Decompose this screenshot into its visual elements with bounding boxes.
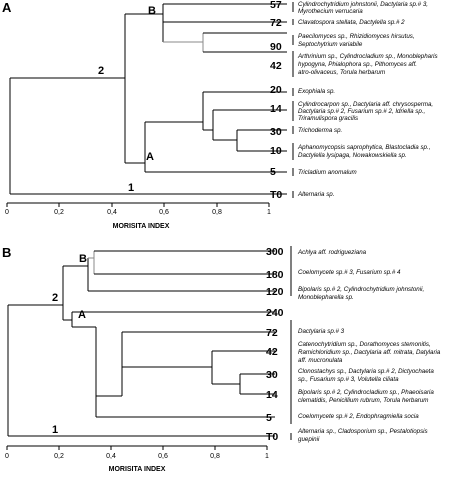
a-species-90-line2: Septochytrium variabile <box>298 41 363 48</box>
a-tick-label-0: 0 <box>5 209 9 216</box>
a-tick-label-3: 0,6 <box>159 209 169 216</box>
b-species-120-line1: Bipolaris sp.# 2, Cylindrochytridium joh… <box>298 286 424 293</box>
b-tick-label-0: 0 <box>5 453 9 460</box>
b-species-72-line1: Dactylaria sp.# 3 <box>298 328 345 335</box>
a-tick-label-5: 1 <box>267 209 271 216</box>
b-species-42-line3: aff. mucronulata <box>298 357 343 364</box>
a-sample-t0: T0 <box>270 189 282 201</box>
panel-a-sample-labels: 57 72 90 42 20 14 30 10 5 T0 <box>270 0 282 201</box>
b-species-t0-line1: Alternaria sp., Cladosporium sp., Pestal… <box>297 428 428 435</box>
a-cluster-label-a: A <box>146 151 154 163</box>
b-sample-t0: T0 <box>266 431 278 443</box>
b-cluster-label-2: 2 <box>52 292 58 304</box>
a-cluster-label-2: 2 <box>98 65 104 77</box>
a-species-90-line1: Paecilomyces sp., Rhizidiomyces hirsutus… <box>298 33 415 40</box>
a-species-14-line1: Cylindrocarpon sp., Dactylaria aff. chry… <box>298 101 433 108</box>
a-sample-90: 90 <box>270 41 282 53</box>
b-species-t0-line2: guepinii <box>298 436 320 443</box>
a-tick-label-1: 0,2 <box>54 209 64 216</box>
a-species-42-line3: atro-olivaceus, Torula herbarum <box>298 69 385 76</box>
b-species-300-line1: Achlya aff. rodrigueziana <box>297 249 367 256</box>
b-axis-title: MORISITA INDEX <box>109 466 166 473</box>
panel-b-label: B <box>2 245 11 260</box>
b-sample-5: 5 <box>266 412 272 424</box>
a-species-14-line3: Triramulispora gracilis <box>298 115 358 122</box>
panel-a-branches <box>9 3 287 195</box>
panel-b-branches <box>7 250 275 437</box>
b-sample-14: 14 <box>266 389 278 401</box>
b-sample-240: 240 <box>266 307 284 319</box>
b-cluster-label-b: B <box>79 253 87 265</box>
b-cluster-label-a: A <box>78 309 86 321</box>
a-species-30-line1: Trichoderma sp. <box>298 127 342 134</box>
b-tick-label-4: 0,8 <box>210 453 220 460</box>
b-species-120-line2: Monoblepharella sp. <box>298 294 354 301</box>
panel-b: B <box>2 245 441 473</box>
a-sample-57: 57 <box>270 0 282 11</box>
a-species-10-line2: Dactylella lysipaga, Nowakowskiella sp. <box>298 152 407 159</box>
a-sample-42: 42 <box>270 60 282 72</box>
b-sample-300: 300 <box>266 246 284 258</box>
b-species-14-line1: Bipolaris sp.# 2, Cylindrocladium sp., P… <box>298 389 434 396</box>
panel-a: A <box>2 0 438 230</box>
panel-a-label: A <box>2 0 12 15</box>
a-sample-5: 5 <box>270 166 276 178</box>
a-species-57-line1: Cylindrochytridium johnstonii, Dactylari… <box>298 1 428 8</box>
a-tick-label-4: 0,8 <box>212 209 222 216</box>
a-sample-10: 10 <box>270 145 282 157</box>
b-species-30-line2: sp., Fusarium sp.# 3, Volutella ciliata <box>298 376 399 383</box>
b-species-42-line1: Catenochytridium sp., Dorathomyces stemo… <box>298 341 431 348</box>
a-species-57-line2: Myrothecium verrucaria <box>298 8 363 15</box>
b-cluster-label-1: 1 <box>52 424 58 436</box>
b-sample-30: 30 <box>266 369 278 381</box>
a-sample-14: 14 <box>270 103 282 115</box>
a-sample-30: 30 <box>270 126 282 138</box>
b-species-42-line2: Ramichloridium sp., Dactylaria aff. mitr… <box>298 349 441 356</box>
b-tick-label-5: 1 <box>265 453 269 460</box>
panel-b-species: Achlya aff. rodrigueziana Coelomycete sp… <box>297 249 441 443</box>
a-species-42-line1: Arthrinium sp., Cylindrocladium sp., Mon… <box>297 53 438 60</box>
a-species-5-line1: Tricladium anomalum <box>298 169 357 176</box>
panel-a-species: Cylindrochytridium johnstonii, Dactylari… <box>297 1 438 198</box>
b-species-180-line1: Coelomycete sp.# 3, Fusarium sp.# 4 <box>298 269 401 276</box>
a-cluster-label-1: 1 <box>128 182 134 194</box>
a-species-14-line2: Dactylaria sp.# 2, Fusarium sp.# 2, Idri… <box>298 108 425 115</box>
b-species-5-line1: Coelomycete sp.# 2, Endophragmiella soci… <box>298 413 419 420</box>
a-cluster-label-b: B <box>148 5 156 17</box>
b-tick-label-1: 0,2 <box>54 453 64 460</box>
b-tick-label-2: 0,4 <box>106 453 116 460</box>
a-species-t0-line1: Alternaria sp. <box>297 191 334 198</box>
a-species-20-line1: Exophiala sp. <box>298 88 335 95</box>
a-axis-title: MORISITA INDEX <box>113 223 170 230</box>
b-tick-label-3: 0,6 <box>158 453 168 460</box>
panel-b-sample-labels: 300 180 120 240 72 42 30 14 5 T0 <box>266 246 284 443</box>
b-sample-180: 180 <box>266 269 284 281</box>
b-species-14-line2: clematidis, Penicillium rubrum, Torula h… <box>298 397 428 404</box>
a-tick-label-2: 0,4 <box>107 209 117 216</box>
a-species-72-line1: Clavatospora stellata, Dactylella sp.# 2 <box>298 19 405 26</box>
b-sample-120: 120 <box>266 286 284 298</box>
panel-b-axis: 0 0,2 0,4 0,6 0,8 1 MORISITA INDEX <box>5 445 269 473</box>
b-sample-72: 72 <box>266 327 278 339</box>
a-species-42-line2: hypogyna, Phialophora sp., Pithomyces af… <box>298 61 417 68</box>
a-sample-72: 72 <box>270 17 282 29</box>
panel-a-axis: 0 0,2 0,4 0,6 0,8 1 MORISITA INDEX <box>5 202 271 230</box>
a-species-10-line1: Aphanomycopsis saprophytica, Blastocladi… <box>297 144 430 151</box>
b-sample-42: 42 <box>266 346 278 358</box>
b-species-30-line1: Clonostachys sp., Dactylaria sp.# 2, Dic… <box>298 368 434 375</box>
a-sample-20: 20 <box>270 84 282 96</box>
